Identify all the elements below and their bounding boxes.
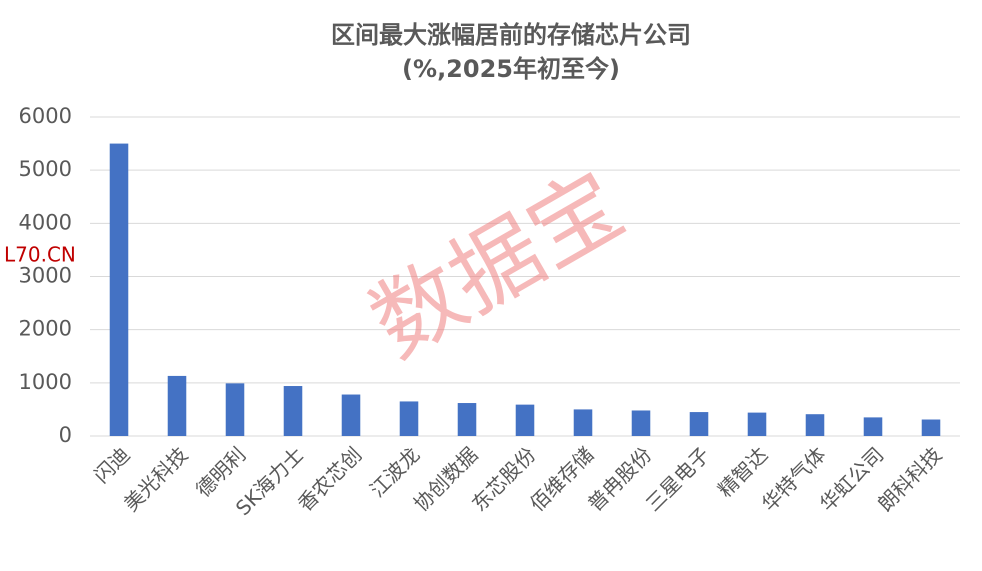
bar xyxy=(225,383,245,436)
y-tick-label: 0 xyxy=(59,423,72,447)
bar xyxy=(283,386,303,436)
bar xyxy=(399,401,419,436)
chart-title: 区间最大涨幅居前的存储芯片公司 xyxy=(331,21,691,49)
y-tick-label: 4000 xyxy=(19,210,72,234)
y-tick-label: 2000 xyxy=(19,317,72,341)
bar xyxy=(921,419,941,436)
bar xyxy=(631,410,651,436)
bar xyxy=(341,394,361,436)
chart-subtitle: (%,2025年初至今) xyxy=(402,55,620,83)
site-label: L70.CN xyxy=(4,243,76,267)
y-tick-label: 3000 xyxy=(19,264,72,288)
bar xyxy=(515,404,535,436)
bar xyxy=(863,417,883,436)
bar xyxy=(805,414,825,436)
bar xyxy=(747,412,767,436)
bar xyxy=(689,412,709,436)
y-tick-label: 6000 xyxy=(19,104,72,128)
bar xyxy=(573,409,593,436)
bar xyxy=(109,143,129,437)
bar xyxy=(457,403,477,436)
y-tick-label: 5000 xyxy=(19,157,72,181)
y-tick-label: 1000 xyxy=(19,370,72,394)
bar xyxy=(167,375,187,436)
